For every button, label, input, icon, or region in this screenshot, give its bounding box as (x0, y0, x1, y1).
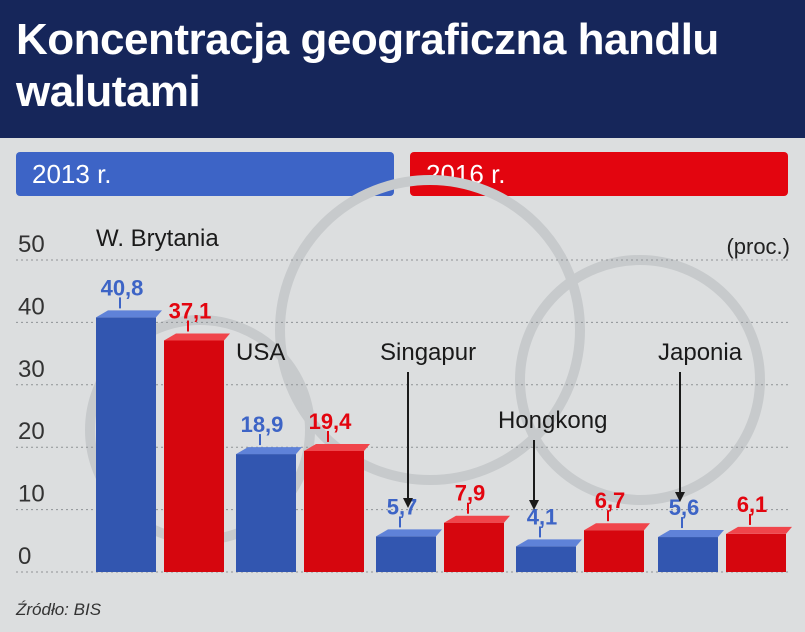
bar-top-face (96, 310, 162, 318)
pointer-arrowhead (529, 500, 539, 510)
y-tick-label: 10 (18, 481, 45, 508)
bar (726, 533, 786, 572)
value-label: 18,9 (241, 412, 284, 437)
source-note: Źródło: BIS (16, 600, 102, 619)
legend-2013: 2013 r. (16, 152, 394, 196)
category-label: Hongkong (498, 407, 607, 434)
y-tick-label: 50 (18, 231, 45, 258)
bar-top-face (516, 539, 582, 547)
bar-top-face (304, 443, 370, 451)
bar (304, 450, 364, 572)
value-label: 4,1 (527, 504, 558, 529)
value-label: 6,1 (737, 492, 768, 517)
bar-top-face (584, 523, 650, 531)
bar-top-face (444, 515, 510, 523)
chart-title: Koncentracja geograficzna handlu walutam… (16, 15, 719, 116)
bar-top-face (236, 447, 302, 455)
value-label: 7,9 (455, 481, 486, 506)
value-label: 37,1 (169, 298, 212, 323)
bar-top-face (376, 529, 442, 537)
value-label: 6,7 (595, 488, 626, 513)
bar (658, 537, 718, 572)
bar-top-face (726, 526, 792, 534)
bar (236, 454, 296, 572)
category-label: W. Brytania (96, 225, 219, 252)
bar (584, 530, 644, 572)
bar (164, 340, 224, 572)
pointer-arrowhead (403, 498, 413, 508)
category-label: Japonia (658, 339, 743, 366)
bar (96, 317, 156, 572)
unit-label: (proc.) (726, 234, 790, 259)
value-label: 5,6 (669, 495, 700, 520)
category-label: USA (236, 339, 285, 366)
header-banner: Koncentracja geograficzna handlu walutam… (0, 0, 805, 138)
pointer-arrowhead (675, 492, 685, 502)
y-tick-label: 40 (18, 293, 45, 320)
y-tick-label: 30 (18, 356, 45, 383)
category-label: Singapur (380, 339, 476, 366)
y-tick-label: 0 (18, 543, 31, 570)
bar (516, 546, 576, 572)
bar (444, 522, 504, 572)
bar-top-face (658, 530, 724, 538)
bar-top-face (164, 333, 230, 341)
bar (376, 536, 436, 572)
value-label: 40,8 (101, 275, 144, 300)
y-tick-label: 20 (18, 418, 45, 445)
value-label: 19,4 (309, 409, 353, 434)
